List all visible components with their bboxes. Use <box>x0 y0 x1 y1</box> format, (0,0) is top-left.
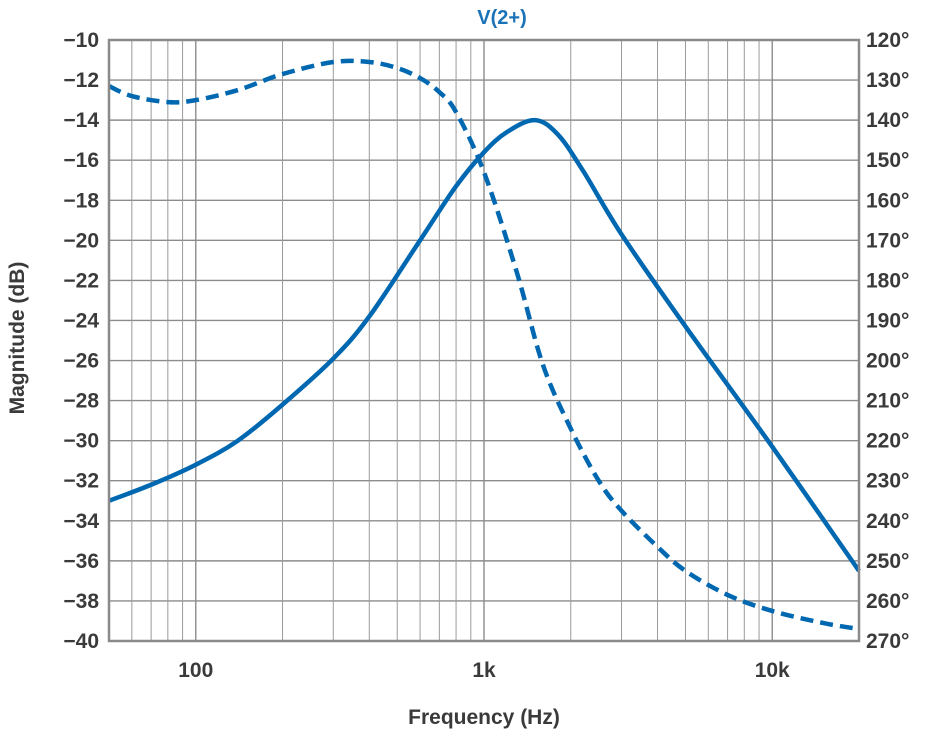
plot-frame <box>107 38 861 643</box>
y-tick-label: −40 <box>63 630 99 653</box>
y2-tick-label: 240° <box>866 510 909 533</box>
grid-lines <box>109 40 859 641</box>
y-tick-label: −26 <box>63 350 99 373</box>
y2-tick-label: 200° <box>866 350 909 373</box>
y2-tick-label: 190° <box>866 309 909 332</box>
y-tick-label: −20 <box>63 229 99 252</box>
y2-tick-label: 260° <box>866 590 909 613</box>
x-tick-label: 100 <box>178 659 213 682</box>
y2-tick-label: 170° <box>866 229 909 252</box>
y2-tick-label: 270° <box>866 630 909 653</box>
y2-tick-label: 140° <box>866 109 909 132</box>
y-tick-label: −28 <box>63 390 99 413</box>
y2-tick-label: 230° <box>866 470 909 493</box>
y-tick-label: −14 <box>63 109 99 132</box>
y-tick-label: −12 <box>63 69 99 92</box>
x-tick-label: 1k <box>472 659 496 682</box>
y-tick-label: −30 <box>63 430 99 453</box>
magnitude-line <box>108 117 861 573</box>
phase-line <box>108 58 860 632</box>
chart-title: V(2+) <box>477 7 526 29</box>
x-axis-title: Frequency (Hz) <box>408 706 560 729</box>
y2-tick-label: 160° <box>866 189 909 212</box>
y2-tick-label: 180° <box>866 269 909 292</box>
tick-labels: −10 −12 −14 −16 −18 −20 −22 −24 −26 −28 −30 −32 −34 −… <box>63 29 909 682</box>
y-tick-label: −22 <box>63 269 99 292</box>
y2-tick-label: 210° <box>866 390 909 413</box>
y-tick-label: −16 <box>63 149 99 172</box>
y-tick-label: −32 <box>63 470 99 493</box>
y-axis-title: Magnitude (dB) <box>6 262 29 415</box>
y-tick-label: −18 <box>63 189 99 212</box>
y-tick-label: −38 <box>63 590 99 613</box>
x-tick-label: 10k <box>755 659 790 682</box>
y2-tick-label: 150° <box>866 149 909 172</box>
y2-tick-label: 250° <box>866 550 909 573</box>
series-layer <box>108 58 861 632</box>
y-tick-label: −34 <box>63 510 99 533</box>
y-tick-label: −10 <box>63 29 99 52</box>
y2-tick-label: 220° <box>866 430 909 453</box>
y-tick-label: −36 <box>63 550 99 573</box>
y-tick-label: −24 <box>63 309 99 332</box>
y2-tick-label: 130° <box>866 69 909 92</box>
y2-tick-label: 120° <box>866 29 909 52</box>
